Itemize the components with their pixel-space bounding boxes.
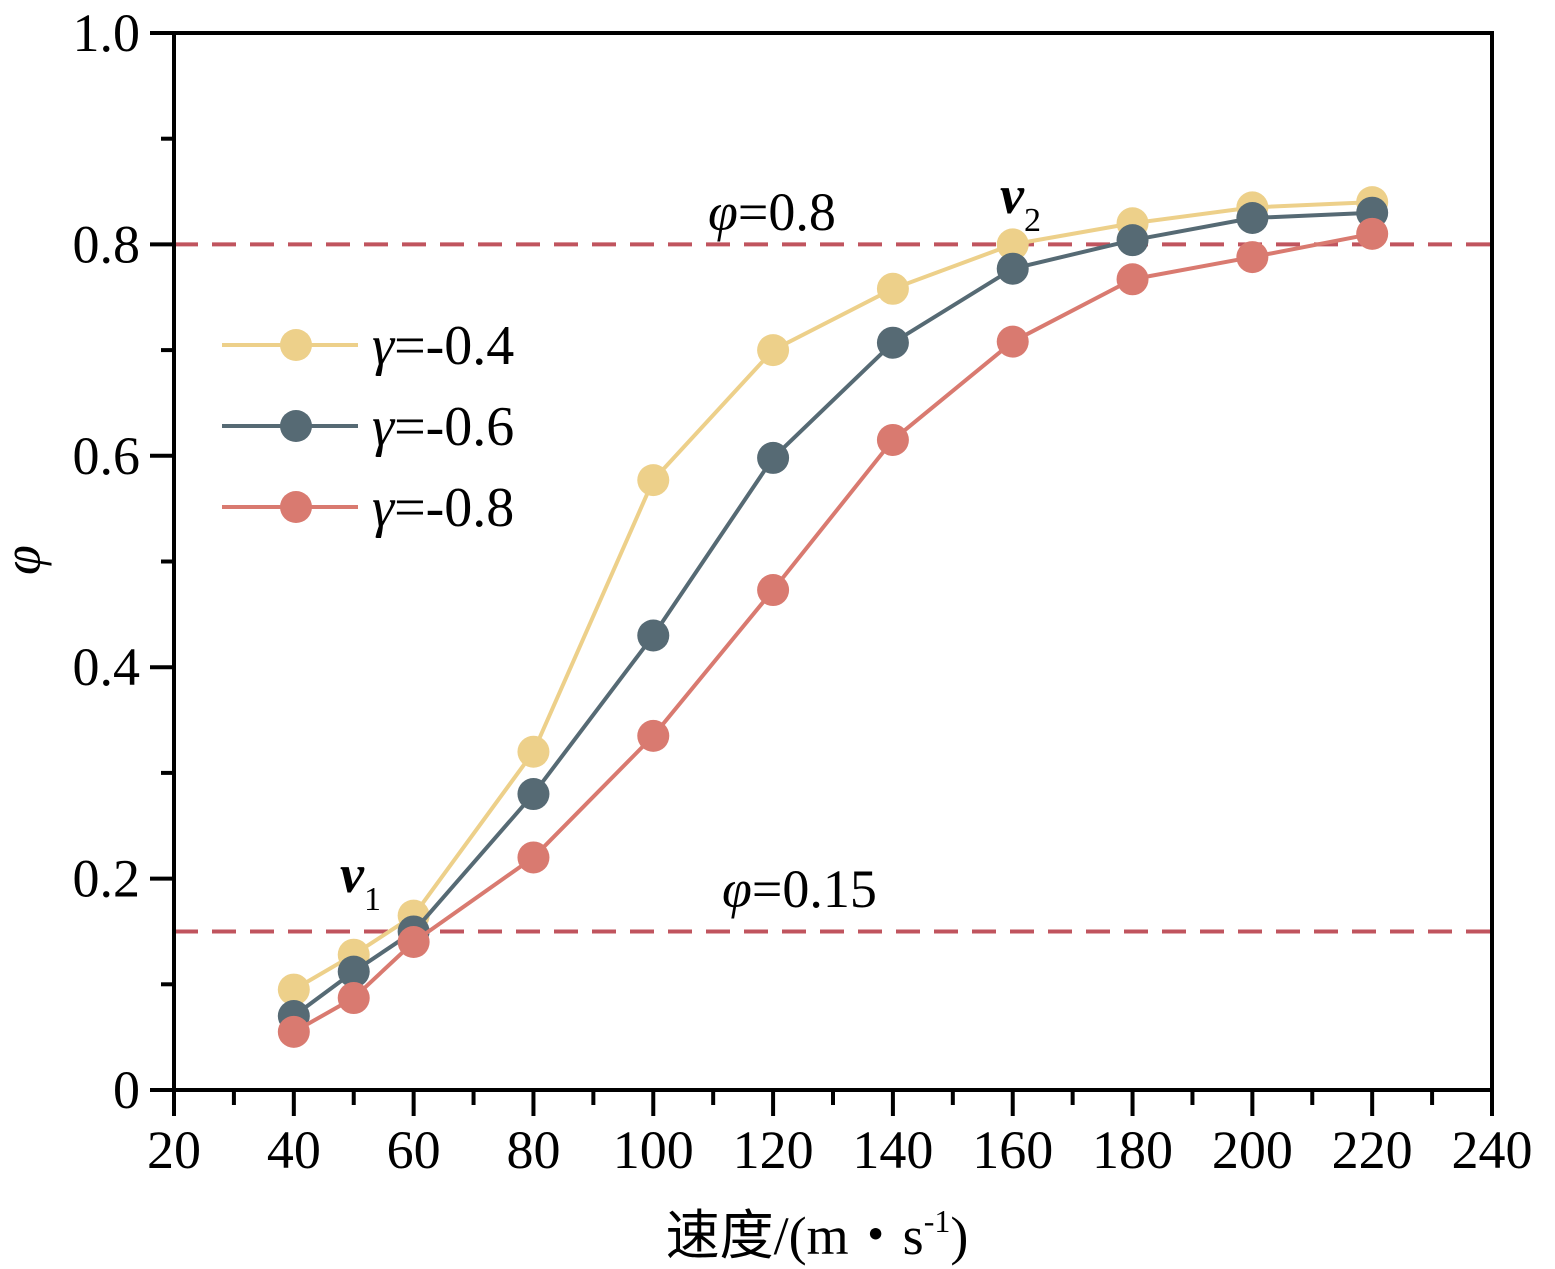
legend-entry-gamma-0.4: γ=-0.4	[222, 315, 514, 377]
data-point	[876, 423, 909, 456]
data-point	[876, 272, 909, 305]
reference-lines	[174, 242, 1492, 934]
x-tick-label: 100	[613, 1120, 694, 1180]
data-point	[757, 441, 790, 474]
gamma-symbol: γ	[372, 315, 396, 377]
data-point	[637, 464, 670, 497]
data-point	[637, 719, 670, 752]
data-point	[1116, 263, 1149, 296]
legend-value: =-0.6	[394, 396, 514, 458]
legend: γ=-0.4 γ=-0.6 γ=-0.8	[222, 315, 514, 539]
legend-marker	[280, 410, 312, 442]
annotation-v2: v2	[1000, 165, 1041, 239]
ref-line-label-0.15: φ=0.15	[722, 859, 877, 919]
annotation-subscript: 2	[1024, 202, 1041, 239]
annotation-v1: v1	[340, 844, 381, 918]
y-tick-label: 0	[113, 1060, 140, 1120]
data-point	[876, 326, 909, 359]
ref-line-value: =0.15	[752, 859, 877, 919]
y-axis-title: φ	[0, 545, 52, 575]
x-axis-title-close: )	[950, 1206, 968, 1266]
data-point	[996, 325, 1029, 358]
legend-label: γ=-0.6	[372, 396, 514, 458]
x-tick-label: 40	[267, 1120, 321, 1180]
x-axis-title-superscript: -1	[924, 1203, 951, 1239]
y-axis-tick-labels: 0 0.2 0.4 0.6 0.8 1.0	[73, 3, 141, 1120]
annotation-base: v	[1000, 165, 1025, 225]
legend-value: =-0.8	[394, 477, 514, 539]
legend-value: =-0.4	[394, 315, 514, 377]
y-tick-label: 0.6	[73, 426, 141, 486]
data-point	[277, 973, 310, 1006]
legend-entry-gamma-0.8: γ=-0.8	[222, 477, 514, 539]
data-point	[517, 841, 550, 874]
data-point	[1116, 224, 1149, 257]
data-point	[277, 1015, 310, 1048]
x-tick-label: 220	[1332, 1120, 1413, 1180]
x-axis-title: 速度/(m・s-1)	[666, 1203, 969, 1266]
data-point	[637, 619, 670, 652]
legend-label: γ=-0.4	[372, 315, 514, 377]
gamma-symbol: γ	[372, 477, 396, 539]
y-tick-label: 0.2	[73, 849, 141, 909]
series-layer	[277, 186, 1389, 1048]
ref-line-value: =0.8	[738, 182, 836, 242]
x-tick-label: 20	[147, 1120, 201, 1180]
data-point	[337, 955, 370, 988]
x-tick-label: 120	[733, 1120, 814, 1180]
data-point	[1236, 241, 1269, 274]
data-point	[996, 252, 1029, 285]
data-point	[1356, 217, 1389, 250]
data-point	[517, 778, 550, 811]
series-γ=-0.8	[277, 217, 1389, 1048]
x-tick-label: 180	[1092, 1120, 1173, 1180]
legend-label: γ=-0.8	[372, 477, 514, 539]
phi-symbol: φ	[708, 182, 738, 242]
x-tick-label: 80	[506, 1120, 560, 1180]
x-tick-label: 160	[972, 1120, 1053, 1180]
phi-symbol: φ	[722, 859, 752, 919]
data-point	[1236, 201, 1269, 234]
y-tick-label: 0.8	[73, 214, 141, 274]
x-axis-tick-labels: 20 40 60 80 100 120 140 160 180 200 220 240	[147, 1120, 1533, 1180]
annotation-subscript: 1	[364, 881, 381, 918]
data-point	[757, 334, 790, 367]
y-axis-ticks	[150, 31, 174, 1092]
data-point	[517, 735, 550, 768]
y-tick-label: 0.4	[73, 637, 141, 697]
y-tick-label: 1.0	[73, 3, 141, 63]
legend-marker	[280, 329, 312, 361]
legend-entry-gamma-0.6: γ=-0.6	[222, 396, 514, 458]
x-tick-label: 200	[1212, 1120, 1293, 1180]
annotation-base: v	[340, 844, 365, 904]
legend-marker	[280, 491, 312, 523]
x-axis-title-main: 速度/(m・s	[666, 1206, 924, 1266]
gamma-symbol: γ	[372, 396, 396, 458]
x-tick-label: 140	[852, 1120, 933, 1180]
x-tick-label: 60	[387, 1120, 441, 1180]
data-point	[757, 574, 790, 607]
x-tick-label: 240	[1452, 1120, 1533, 1180]
data-point	[996, 228, 1029, 261]
x-axis-ticks	[172, 1090, 1494, 1116]
ref-line-label-0.8: φ=0.8	[708, 182, 836, 242]
data-point	[397, 926, 430, 959]
data-point	[337, 982, 370, 1015]
